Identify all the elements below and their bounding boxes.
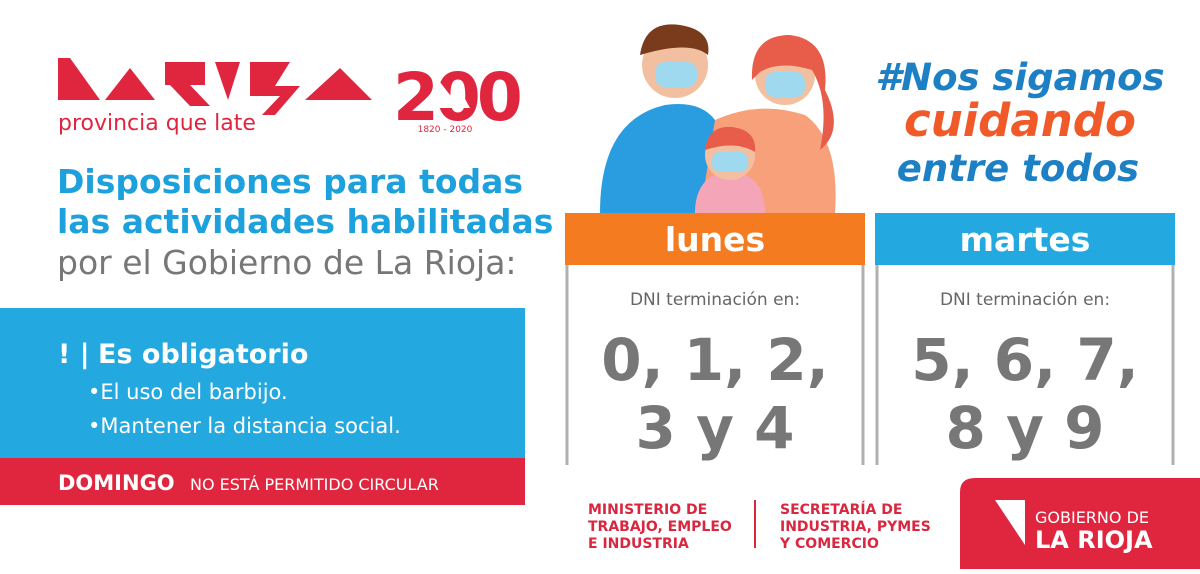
notice-item: •Mantener la distancia social. (88, 414, 401, 438)
family-illustration (600, 24, 836, 213)
notice-marker: ! | (58, 339, 90, 370)
notice-title: Es obligatorio (98, 339, 308, 370)
day-header (565, 213, 865, 265)
banner (0, 458, 525, 505)
ministry-line: INDUSTRIA, PYMES (780, 519, 931, 535)
hashtag-line: #Nos sigamos (875, 56, 1164, 99)
ministry-line: MINISTERIO DE (588, 502, 707, 518)
hashtag-line: cuidando (904, 94, 1136, 147)
day-digits: 0, 1, 2, (601, 326, 829, 394)
banner-text: NO ESTÁ PERMITIDO CIRCULAR (190, 475, 439, 494)
heading-line: Disposiciones para todas (57, 162, 523, 201)
day-digits: 8 y 9 (946, 394, 1105, 462)
days: lunes DNI terminación en: 0, 1, 2,3 y 4 mar… (565, 213, 1175, 465)
notice-band (0, 308, 525, 458)
heading-line: por el Gobierno de La Rioja: (57, 243, 517, 282)
government-line: GOBIERNO DE (1035, 508, 1149, 527)
emblem (425, 82, 470, 108)
heading-line: las actividades habilitadas (57, 202, 553, 241)
government-line: LA RIOJA (1035, 526, 1153, 554)
anniversary-years: 1820 - 2020 (418, 125, 473, 135)
logo-mark (58, 58, 372, 115)
day-digits: 5, 6, 7, (911, 326, 1139, 394)
ministry-line: TRABAJO, EMPLEO (588, 519, 732, 535)
ministry-line: E INDUSTRIA (588, 536, 689, 552)
ministry-line: SECRETARÍA DE (780, 501, 902, 518)
day-digits: 3 y 4 (636, 394, 795, 462)
notice-item: •El uso del barbijo. (88, 380, 288, 404)
day-label: DNI terminación en: (630, 290, 800, 310)
hashtag-line: entre todos (897, 147, 1139, 190)
banner-strong: DOMINGO (58, 471, 175, 495)
government-mark (995, 500, 1025, 545)
day-name: lunes (665, 220, 765, 259)
tagline: provincia que late (58, 111, 256, 136)
ministry-line: Y COMERCIO (779, 536, 879, 552)
day-name: martes (960, 220, 1091, 259)
day-label: DNI terminación en: (940, 290, 1110, 310)
day-header (875, 213, 1175, 265)
